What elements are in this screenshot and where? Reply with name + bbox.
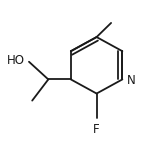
Text: HO: HO: [7, 54, 25, 67]
Text: N: N: [126, 74, 135, 87]
Text: F: F: [93, 123, 100, 136]
